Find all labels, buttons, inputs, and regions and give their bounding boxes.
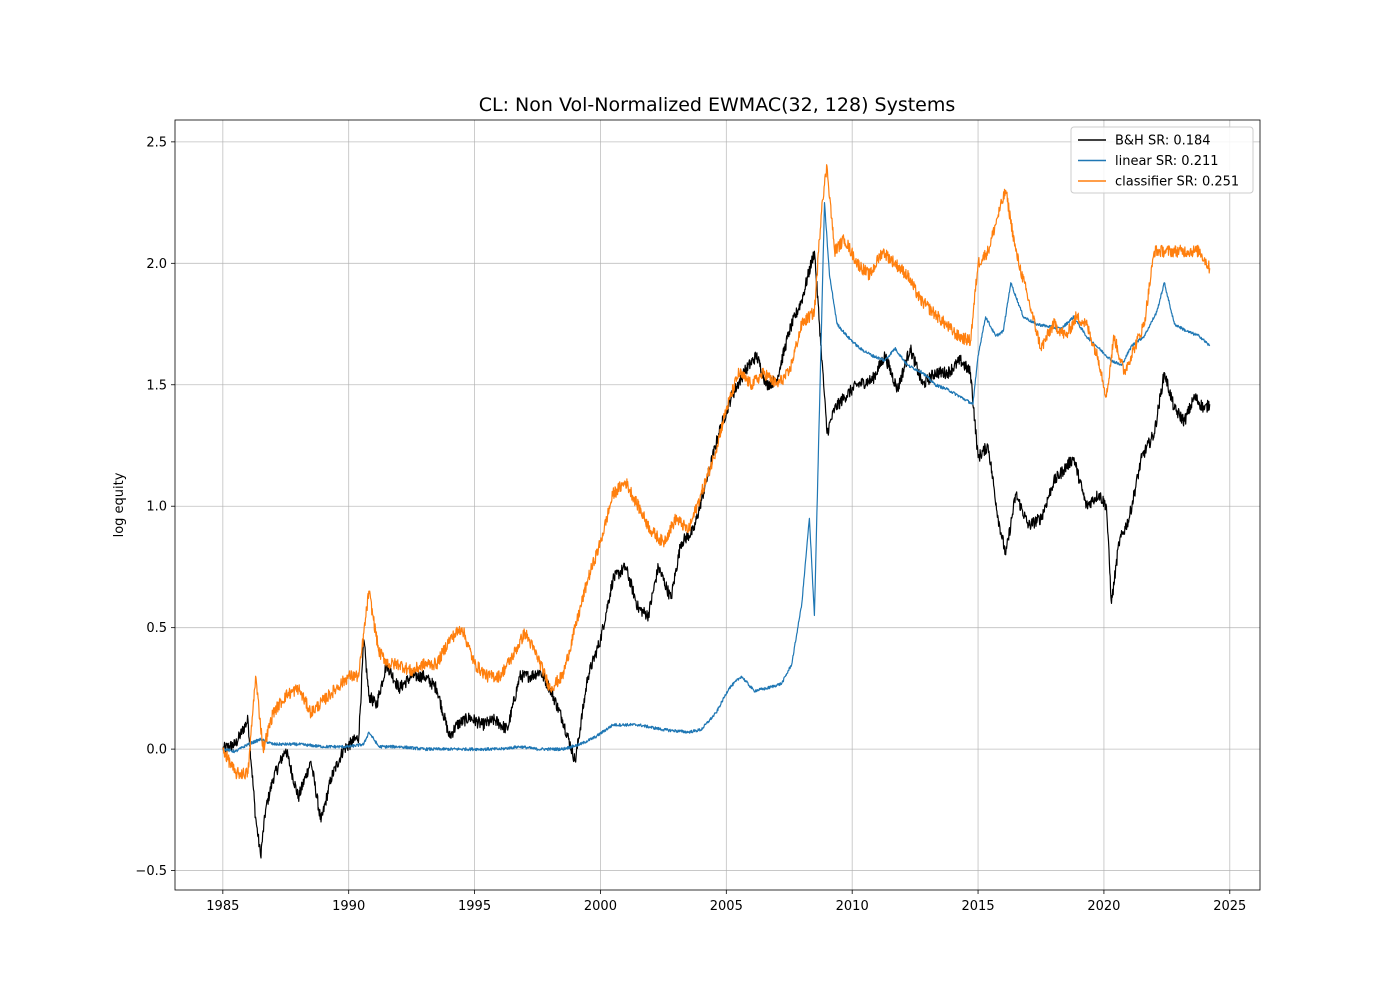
legend-box xyxy=(1070,126,1254,194)
x-tick-label: 1985 xyxy=(206,899,239,914)
series-line-1 xyxy=(222,250,1211,859)
y-tick-label: 1.0 xyxy=(146,500,167,515)
chart-title: CL: Non Vol-Normalized EWMAC(32, 128) Sy… xyxy=(479,94,956,116)
legend-label: B&H SR: 0.184 xyxy=(1115,134,1211,149)
x-tick-label: 2010 xyxy=(836,899,869,914)
legend: B&H SR: 0.184 linear SR: 0.211 classifier … xyxy=(1070,126,1254,194)
legend-label: classifier SR: 0.251 xyxy=(1115,175,1239,190)
x-tick-label: 2015 xyxy=(962,899,995,914)
x-tick-label: 2000 xyxy=(584,899,617,914)
y-axis-label: log equity xyxy=(112,472,127,537)
y-tick-label: 0.0 xyxy=(146,743,167,758)
x-tick-label: 1995 xyxy=(458,899,491,914)
x-tick-label: 1990 xyxy=(332,899,365,914)
axes-frame xyxy=(174,119,1261,891)
y-tick-label: −0.5 xyxy=(135,864,167,879)
y-tick-label: 2.0 xyxy=(146,257,167,272)
x-tick-label: 2025 xyxy=(1213,899,1246,914)
legend-label: linear SR: 0.211 xyxy=(1115,154,1219,169)
y-tick-label: 2.5 xyxy=(146,135,167,150)
y-tick-label: 0.5 xyxy=(146,621,167,636)
ticks: 1985 1990 1995 2000 2005 2010 2015 2020 2025 −0.5… xyxy=(135,135,1246,914)
x-tick-label: 2020 xyxy=(1087,899,1120,914)
series-line-2 xyxy=(222,202,1211,754)
series-line-3 xyxy=(222,164,1211,780)
grid xyxy=(175,120,1260,890)
plot-area xyxy=(222,164,1211,859)
x-tick-label: 2005 xyxy=(710,899,743,914)
y-tick-label: 1.5 xyxy=(146,378,167,393)
